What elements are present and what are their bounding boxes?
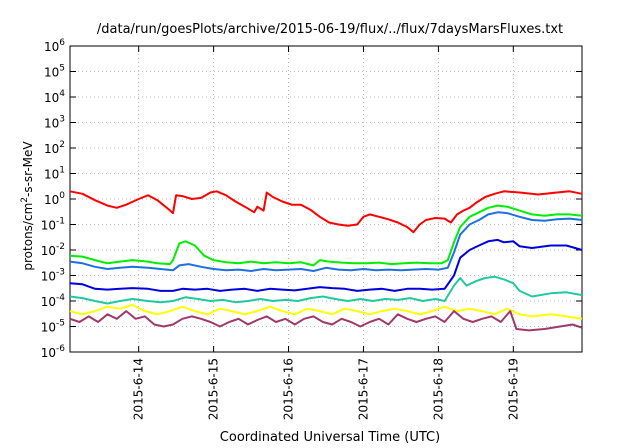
y-tick-base: 10 bbox=[44, 117, 59, 131]
y-tick-base: 10 bbox=[44, 168, 59, 182]
y-tick-exponent: 0 bbox=[59, 191, 65, 201]
y-tick-exponent: 1 bbox=[59, 166, 65, 176]
y-tick-exponent: 2 bbox=[59, 140, 65, 150]
y-tick-label: 102 bbox=[44, 140, 65, 156]
x-tick-label: 2015-6-19 bbox=[506, 358, 520, 420]
y-tick-label: 106 bbox=[44, 38, 65, 54]
y-tick-exponent: -3 bbox=[56, 268, 65, 278]
y-tick-label: 10-1 bbox=[41, 217, 65, 233]
y-tick-label: 10-3 bbox=[41, 268, 65, 284]
y-label-base: protons/cm bbox=[21, 203, 35, 271]
y-tick-label: 100 bbox=[44, 191, 65, 207]
y-tick-exponent: 5 bbox=[59, 64, 65, 74]
y-tick-base: 10 bbox=[44, 193, 59, 207]
series-line-6 bbox=[69, 303, 583, 320]
y-label-rest: -s-sr-MeV bbox=[21, 141, 35, 197]
series-line-3 bbox=[69, 211, 583, 272]
y-tick-base: 10 bbox=[44, 142, 59, 156]
x-axis: 2015-6-14 2015-6-15 2015-6-16 2015-6-17 2015… bbox=[132, 46, 520, 420]
series-line-5 bbox=[69, 275, 583, 305]
series-line-2 bbox=[69, 204, 583, 267]
series-line-1 bbox=[69, 190, 583, 234]
y-tick-base: 10 bbox=[41, 270, 56, 284]
y-tick-label: 10-4 bbox=[41, 293, 66, 309]
series-group bbox=[69, 190, 583, 332]
y-tick-base: 10 bbox=[41, 295, 56, 309]
x-tick-label: 2015-6-14 bbox=[132, 358, 146, 420]
y-tick-exponent: -6 bbox=[56, 344, 65, 354]
series-line-7 bbox=[69, 310, 583, 332]
y-tick-label: 105 bbox=[44, 64, 65, 80]
y-tick-base: 10 bbox=[41, 321, 56, 335]
y-tick-label: 104 bbox=[44, 89, 65, 105]
y-tick-exponent: -4 bbox=[56, 293, 65, 303]
y-axis: 10-610-510-410-310-210-11001011021031041… bbox=[41, 38, 582, 360]
chart-title: /data/run/goesPlots/archive/2015-06-19/f… bbox=[97, 22, 563, 37]
y-tick-base: 10 bbox=[44, 40, 59, 54]
x-tick-label: 2015-6-16 bbox=[282, 358, 296, 420]
x-axis-label: Coordinated Universal Time (UTC) bbox=[220, 430, 440, 445]
series-line-4 bbox=[69, 238, 583, 292]
x-tick-label: 2015-6-18 bbox=[431, 358, 445, 420]
y-tick-exponent: -1 bbox=[56, 217, 65, 227]
y-tick-base: 10 bbox=[41, 244, 56, 258]
y-tick-base: 10 bbox=[44, 66, 59, 80]
y-tick-base: 10 bbox=[41, 219, 56, 233]
y-tick-base: 10 bbox=[44, 91, 59, 105]
y-tick-label: 101 bbox=[44, 166, 65, 182]
y-tick-label: 103 bbox=[44, 115, 65, 131]
y-tick-exponent: -5 bbox=[56, 319, 65, 329]
x-tick-label: 2015-6-17 bbox=[356, 358, 370, 420]
y-label-superscript: 2 bbox=[20, 197, 30, 203]
grid bbox=[70, 46, 582, 352]
y-tick-base: 10 bbox=[41, 346, 56, 360]
y-tick-exponent: 6 bbox=[59, 38, 65, 48]
y-tick-exponent: 4 bbox=[59, 89, 65, 99]
y-tick-label: 10-5 bbox=[41, 319, 65, 335]
y-tick-label: 10-2 bbox=[41, 242, 65, 258]
x-tick-label: 2015-6-15 bbox=[207, 358, 221, 420]
y-tick-exponent: -2 bbox=[56, 242, 65, 252]
y-axis-label: protons/cm2-s-sr-MeV bbox=[20, 141, 35, 271]
y-tick-label: 10-6 bbox=[41, 344, 66, 360]
y-tick-exponent: 3 bbox=[59, 115, 65, 125]
